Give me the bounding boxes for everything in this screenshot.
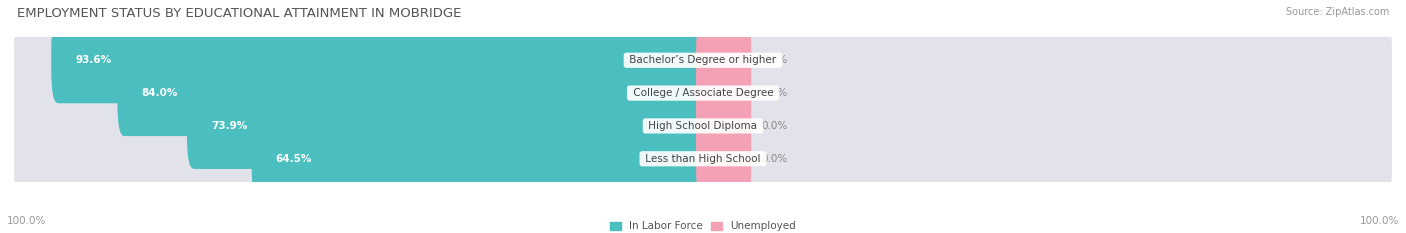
FancyBboxPatch shape — [696, 17, 751, 103]
Bar — [14, 44, 1392, 77]
FancyBboxPatch shape — [703, 50, 1392, 136]
Text: EMPLOYMENT STATUS BY EDUCATIONAL ATTAINMENT IN MOBRIDGE: EMPLOYMENT STATUS BY EDUCATIONAL ATTAINM… — [17, 7, 461, 20]
Text: 100.0%: 100.0% — [1360, 216, 1399, 226]
Text: 64.5%: 64.5% — [276, 154, 312, 164]
Text: 100.0%: 100.0% — [7, 216, 46, 226]
Legend: In Labor Force, Unemployed: In Labor Force, Unemployed — [610, 221, 796, 231]
Text: Source: ZipAtlas.com: Source: ZipAtlas.com — [1285, 7, 1389, 17]
Text: Less than High School: Less than High School — [643, 154, 763, 164]
FancyBboxPatch shape — [51, 17, 710, 103]
FancyBboxPatch shape — [703, 17, 1392, 103]
FancyBboxPatch shape — [696, 83, 751, 169]
Text: 73.9%: 73.9% — [211, 121, 247, 131]
FancyBboxPatch shape — [187, 83, 710, 169]
Text: High School Diploma: High School Diploma — [645, 121, 761, 131]
Text: 93.6%: 93.6% — [76, 55, 111, 65]
FancyBboxPatch shape — [14, 17, 703, 103]
Bar — [14, 77, 1392, 110]
FancyBboxPatch shape — [703, 116, 1392, 202]
Text: Bachelor’s Degree or higher: Bachelor’s Degree or higher — [626, 55, 780, 65]
FancyBboxPatch shape — [703, 83, 1392, 169]
Text: College / Associate Degree: College / Associate Degree — [630, 88, 776, 98]
Text: 0.0%: 0.0% — [762, 88, 787, 98]
FancyBboxPatch shape — [14, 83, 703, 169]
Text: 0.0%: 0.0% — [762, 154, 787, 164]
FancyBboxPatch shape — [696, 50, 751, 136]
Text: 0.0%: 0.0% — [762, 121, 787, 131]
FancyBboxPatch shape — [252, 116, 710, 202]
FancyBboxPatch shape — [14, 50, 703, 136]
FancyBboxPatch shape — [696, 116, 751, 202]
Bar — [14, 110, 1392, 142]
Text: 0.0%: 0.0% — [762, 55, 787, 65]
FancyBboxPatch shape — [14, 116, 703, 202]
Bar — [14, 142, 1392, 175]
FancyBboxPatch shape — [118, 50, 710, 136]
Text: 84.0%: 84.0% — [142, 88, 179, 98]
